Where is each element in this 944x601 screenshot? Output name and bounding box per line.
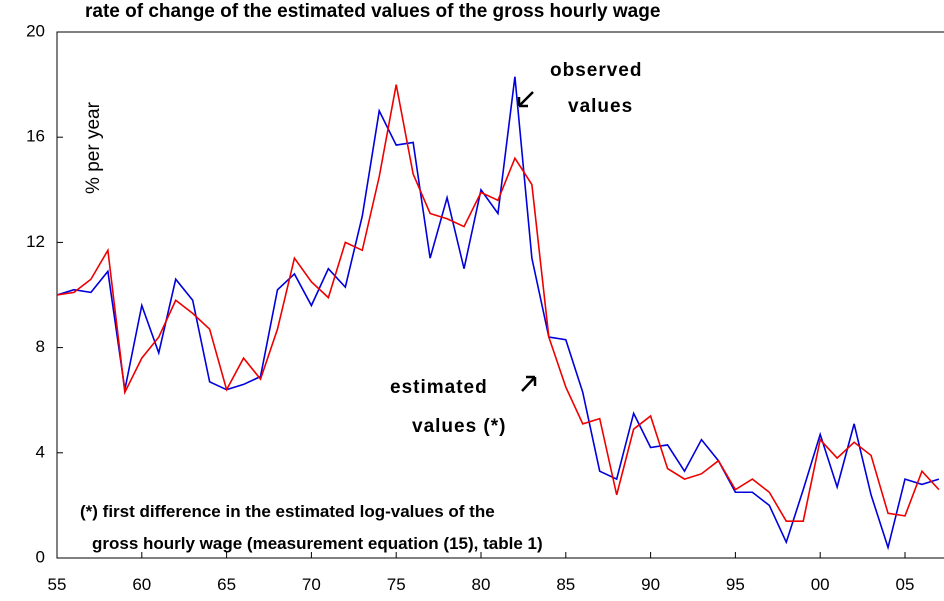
- x-tick-label: 70: [302, 575, 321, 594]
- arrow: [517, 91, 534, 108]
- x-tick-label: 95: [726, 575, 745, 594]
- annotation: (*) first difference in the estimated lo…: [80, 502, 495, 521]
- y-tick-label: 16: [26, 127, 45, 146]
- annotation: observed: [550, 60, 642, 81]
- plot-frame: [56, 31, 944, 559]
- x-tick-label: 90: [641, 575, 660, 594]
- y-tick-label: 4: [36, 442, 45, 461]
- x-tick-label: 85: [556, 575, 575, 594]
- y-tick-label: 0: [36, 547, 45, 566]
- y-tick-label: 20: [26, 21, 45, 40]
- x-tick-label: 60: [132, 575, 151, 594]
- x-tick-label: 05: [896, 575, 915, 594]
- y-tick-label: 8: [36, 337, 45, 356]
- y-tick-label: 12: [26, 232, 45, 251]
- y-axis-label: % per year: [83, 101, 104, 194]
- series-line: [56, 76, 940, 551]
- x-tick-label: 75: [387, 575, 406, 594]
- annotation: values (*): [412, 416, 506, 437]
- arrow: [521, 375, 537, 392]
- annotation: values: [568, 96, 633, 117]
- x-tick-label: 65: [217, 575, 236, 594]
- annotation: gross hourly wage (measurement equation …: [92, 534, 543, 553]
- series-line: [56, 84, 940, 522]
- x-tick-label: 00: [811, 575, 830, 594]
- annotation: estimated: [390, 377, 488, 398]
- chart-title: rate of change of the estimated values o…: [85, 1, 660, 22]
- x-tick-label: 80: [472, 575, 491, 594]
- x-tick-label: 55: [48, 575, 67, 594]
